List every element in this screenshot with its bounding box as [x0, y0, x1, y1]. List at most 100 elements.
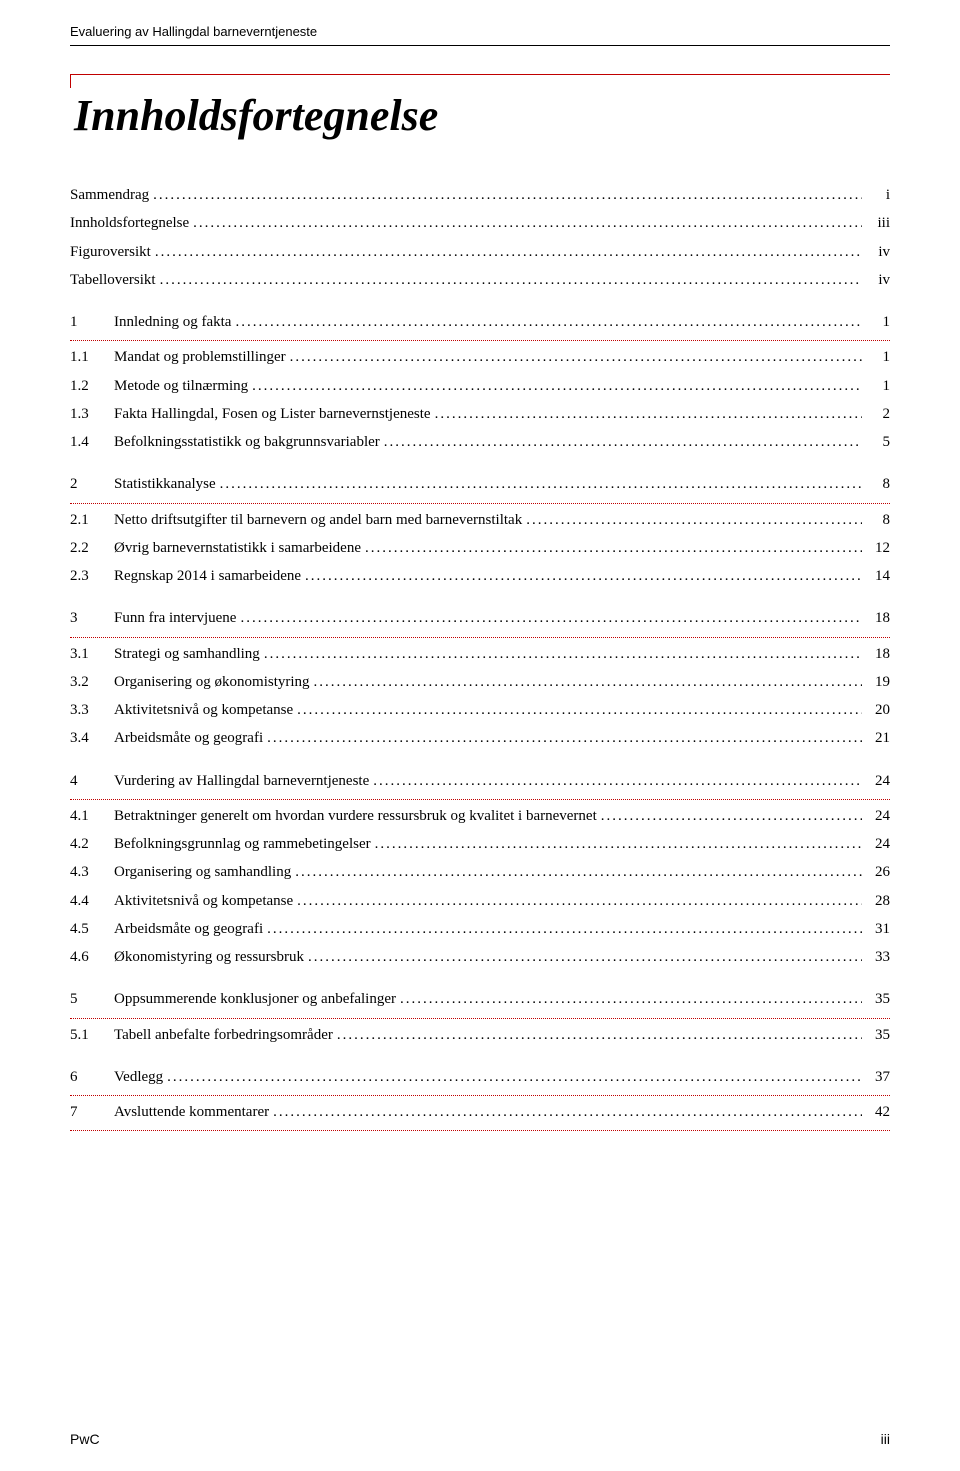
toc-num: 4.2	[70, 834, 114, 854]
toc-num: 2.1	[70, 510, 114, 530]
toc-text: Øvrig barnevernstatistikk i samarbeidene	[114, 538, 361, 558]
toc-text: Metode og tilnærming	[114, 376, 248, 396]
toc-text: Tabelloversikt	[70, 270, 156, 290]
toc-num: 2.3	[70, 566, 114, 586]
toc-sub-row: 4.6 Økonomistyring og ressursbruk 33	[70, 947, 890, 967]
toc-leaders	[295, 862, 862, 882]
toc-leaders	[297, 700, 862, 720]
running-header: Evaluering av Hallingdal barneverntjenes…	[70, 24, 890, 39]
toc-num: 1.3	[70, 404, 114, 424]
toc-text: Innholdsfortegnelse	[70, 213, 189, 233]
toc-leaders	[267, 919, 862, 939]
toc-page: 1	[866, 312, 890, 332]
section-separator	[70, 1130, 890, 1131]
header-rule	[70, 45, 890, 46]
toc-num: 5.1	[70, 1025, 114, 1045]
toc-text: Arbeidsmåte og geografi	[114, 919, 263, 939]
toc-leaders	[167, 1067, 862, 1087]
toc-num: 4.5	[70, 919, 114, 939]
toc-leaders	[365, 538, 862, 558]
toc-page: 19	[866, 672, 890, 692]
toc-front-row: Figuroversikt iv	[70, 242, 890, 262]
toc-leaders	[314, 672, 862, 692]
toc-sub-row: 3.2 Organisering og økonomistyring 19	[70, 672, 890, 692]
toc-text: Tabell anbefalte forbedringsområder	[114, 1025, 333, 1045]
toc-sub-row: 4.1 Betraktninger generelt om hvordan vu…	[70, 806, 890, 826]
toc-text: Befolkningsgrunnlag og rammebetingelser	[114, 834, 371, 854]
toc-sub-row: 3.3 Aktivitetsnivå og kompetanse 20	[70, 700, 890, 720]
toc-text: Befolkningsstatistikk og bakgrunnsvariab…	[114, 432, 380, 452]
toc-page: 20	[866, 700, 890, 720]
toc-leaders	[193, 213, 862, 233]
section-separator	[70, 799, 890, 800]
toc-num: 4.1	[70, 806, 114, 826]
toc-page: 26	[866, 862, 890, 882]
toc-num: 4	[70, 771, 114, 791]
toc-page: 35	[866, 989, 890, 1009]
toc-leaders	[337, 1025, 862, 1045]
toc-sub-row: 4.5 Arbeidsmåte og geografi 31	[70, 919, 890, 939]
toc-num: 3.3	[70, 700, 114, 720]
toc-sub-row: 3.4 Arbeidsmåte og geografi 21	[70, 728, 890, 748]
toc-num: 3	[70, 608, 114, 628]
toc-section-row: 7 Avsluttende kommentarer 42	[70, 1102, 890, 1122]
toc-sub-row: 5.1 Tabell anbefalte forbedringsområder …	[70, 1025, 890, 1045]
toc-sub-row: 2.1 Netto driftsutgifter til barnevern o…	[70, 510, 890, 530]
toc-num: 2	[70, 474, 114, 494]
toc-num: 3.4	[70, 728, 114, 748]
toc-sub-row: 1.3 Fakta Hallingdal, Fosen og Lister ba…	[70, 404, 890, 424]
toc-leaders	[267, 728, 862, 748]
toc-page: 28	[866, 891, 890, 911]
toc-text: Statistikkanalyse	[114, 474, 216, 494]
toc-leaders	[297, 891, 862, 911]
toc-text: Betraktninger generelt om hvordan vurder…	[114, 806, 597, 826]
toc-leaders	[375, 834, 862, 854]
toc-page: 14	[866, 566, 890, 586]
toc-leaders	[155, 242, 862, 262]
toc-leaders	[400, 989, 862, 1009]
toc-section-row: 2 Statistikkanalyse 8	[70, 474, 890, 494]
toc-text: Regnskap 2014 i samarbeidene	[114, 566, 301, 586]
toc-page: iii	[866, 213, 890, 233]
toc-text: Fakta Hallingdal, Fosen og Lister barnev…	[114, 404, 431, 424]
toc-front-row: Sammendrag i	[70, 185, 890, 205]
toc-page: iv	[866, 242, 890, 262]
toc-page: 8	[866, 510, 890, 530]
toc-page: i	[866, 185, 890, 205]
footer-left: PwC	[70, 1431, 100, 1447]
toc-num: 2.2	[70, 538, 114, 558]
toc-text: Oppsummerende konklusjoner og anbefaling…	[114, 989, 396, 1009]
toc-num: 5	[70, 989, 114, 1009]
toc-leaders	[264, 644, 862, 664]
toc-num: 4.6	[70, 947, 114, 967]
toc-leaders	[240, 608, 862, 628]
toc-text: Vurdering av Hallingdal barneverntjenest…	[114, 771, 369, 791]
toc-page: 12	[866, 538, 890, 558]
toc-page: 18	[866, 644, 890, 664]
toc-page: 5	[866, 432, 890, 452]
toc-page: 24	[866, 771, 890, 791]
footer-right: iii	[881, 1431, 890, 1447]
toc-leaders	[308, 947, 862, 967]
toc-page: 31	[866, 919, 890, 939]
toc-leaders	[526, 510, 862, 530]
toc-section-row: 3 Funn fra intervjuene 18	[70, 608, 890, 628]
toc-text: Funn fra intervjuene	[114, 608, 236, 628]
toc-sub-row: 4.3 Organisering og samhandling 26	[70, 862, 890, 882]
toc-section-row: 1 Innledning og fakta 1	[70, 312, 890, 332]
toc-page: 8	[866, 474, 890, 494]
toc-leaders	[305, 566, 862, 586]
toc-page: 35	[866, 1025, 890, 1045]
toc-leaders	[601, 806, 862, 826]
toc-leaders	[384, 432, 862, 452]
toc-num: 6	[70, 1067, 114, 1087]
toc-sub-row: 1.1 Mandat og problemstillinger 1	[70, 347, 890, 367]
toc-leaders	[373, 771, 862, 791]
toc-page: 24	[866, 806, 890, 826]
toc-text: Aktivitetsnivå og kompetanse	[114, 891, 293, 911]
toc-sub-row: 4.4 Aktivitetsnivå og kompetanse 28	[70, 891, 890, 911]
toc-page: 21	[866, 728, 890, 748]
toc-text: Organisering og økonomistyring	[114, 672, 310, 692]
toc-text: Økonomistyring og ressursbruk	[114, 947, 304, 967]
toc-section-row: 4 Vurdering av Hallingdal barneverntjene…	[70, 771, 890, 791]
